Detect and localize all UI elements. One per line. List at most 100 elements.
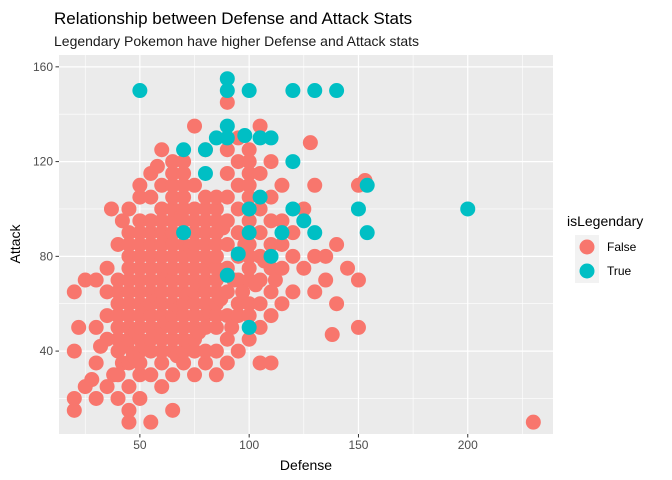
data-point-false: [132, 177, 148, 193]
data-point-false: [154, 284, 170, 300]
data-point-false: [143, 272, 159, 288]
data-point-false: [176, 319, 192, 335]
data-point-false: [252, 272, 268, 288]
data-point-false: [110, 237, 126, 252]
data-point-false: [329, 296, 345, 312]
data-point-false: [197, 201, 213, 217]
data-point-false: [187, 177, 203, 193]
data-point-false: [132, 272, 148, 288]
data-point-true: [263, 248, 279, 264]
data-point-false: [121, 260, 137, 276]
data-point-false: [230, 201, 246, 217]
data-point-false: [176, 189, 192, 205]
data-point-false: [66, 284, 82, 300]
data-point-false: [252, 319, 268, 335]
data-point-false: [241, 142, 257, 158]
data-point-false: [132, 260, 148, 276]
data-point-false: [318, 272, 334, 288]
data-point-false: [197, 355, 213, 371]
data-point-false: [66, 402, 82, 418]
data-point-false: [208, 189, 224, 205]
data-point-false: [187, 118, 203, 134]
data-point-false: [230, 225, 246, 241]
data-point-false: [187, 201, 203, 217]
data-point-false: [88, 390, 104, 406]
data-point-false: [71, 319, 87, 335]
data-point-false: [77, 272, 93, 288]
data-point-true: [219, 83, 235, 99]
legend-key-true: [579, 263, 595, 279]
data-point-false: [154, 355, 170, 371]
data-points: [66, 71, 541, 430]
data-point-true: [237, 128, 253, 144]
y-tick-label: 40: [40, 344, 54, 358]
data-point-false: [121, 402, 137, 418]
x-tick-label: 150: [348, 438, 368, 452]
y-tick-label: 120: [33, 155, 53, 169]
data-point-false: [165, 319, 181, 335]
data-point-false: [165, 165, 181, 181]
data-point-true: [197, 142, 213, 158]
data-point-false: [219, 355, 235, 371]
data-point-false: [252, 225, 268, 241]
chart-title: Relationship between Defense and Attack …: [54, 9, 412, 28]
data-point-false: [197, 319, 213, 335]
legend-label-false: False: [607, 240, 637, 254]
data-point-true: [252, 189, 268, 205]
data-point-false: [154, 343, 170, 359]
data-point-false: [110, 390, 126, 406]
data-point-true: [219, 71, 235, 87]
data-point-false: [296, 201, 312, 217]
data-point-false: [114, 213, 130, 229]
data-point-false: [187, 367, 203, 383]
data-point-false: [154, 213, 170, 229]
data-point-false: [154, 142, 170, 158]
data-point-false: [241, 213, 257, 229]
data-point-false: [230, 154, 246, 170]
data-point-false: [263, 213, 279, 229]
data-point-false: [99, 331, 115, 347]
data-point-false: [241, 189, 257, 205]
data-point-false: [165, 272, 181, 288]
data-point-false: [263, 189, 279, 205]
data-point-false: [263, 284, 279, 300]
data-point-false: [241, 165, 257, 181]
data-point-true: [252, 130, 268, 146]
data-point-false: [263, 154, 279, 170]
data-point-false: [187, 225, 203, 241]
data-point-false: [176, 201, 192, 217]
data-point-true: [219, 118, 235, 134]
data-point-false: [197, 237, 213, 252]
data-point-false: [154, 331, 170, 347]
data-point-false: [110, 367, 126, 383]
data-point-true: [296, 213, 312, 229]
y-axis-title: Attack: [7, 224, 23, 264]
data-point-false: [307, 284, 323, 300]
data-point-false: [165, 189, 181, 205]
data-point-false: [208, 343, 224, 359]
data-point-false: [197, 225, 213, 241]
data-point-true: [274, 225, 290, 241]
data-point-false: [307, 177, 323, 193]
data-point-false: [208, 248, 224, 264]
data-point-false: [143, 237, 159, 252]
data-point-false: [99, 260, 115, 276]
data-point-false: [176, 272, 192, 288]
data-point-false: [302, 135, 318, 151]
data-point-false: [165, 367, 181, 383]
data-point-false: [121, 237, 137, 252]
data-point-false: [197, 343, 213, 359]
data-point-false: [165, 284, 181, 300]
data-point-false: [329, 237, 345, 252]
legend-key-false: [579, 239, 595, 255]
data-point-true: [359, 225, 375, 241]
data-point-false: [187, 260, 203, 276]
data-point-false: [252, 296, 268, 312]
data-point-false: [143, 260, 159, 276]
data-point-false: [84, 372, 100, 388]
data-point-false: [121, 379, 137, 395]
data-point-false: [187, 296, 203, 312]
data-point-false: [187, 237, 203, 252]
data-point-false: [132, 390, 148, 406]
